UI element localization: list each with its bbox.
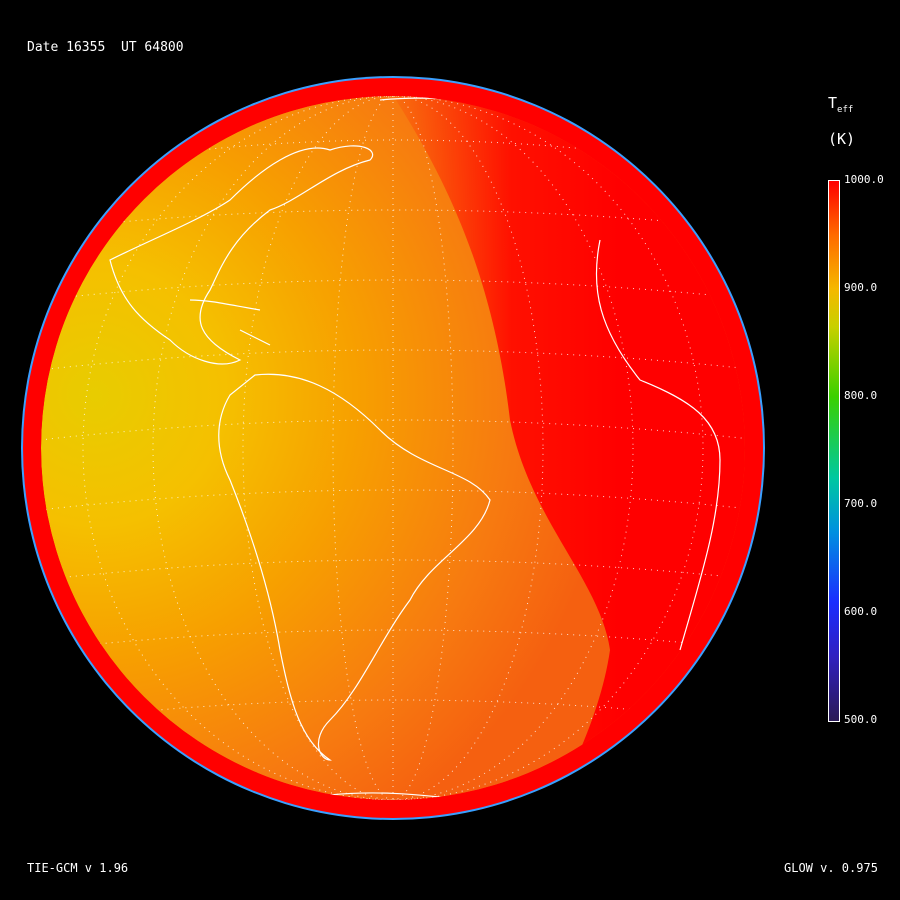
model-version-right: GLOW v. 0.975 [784,861,878,875]
date-ut-readout: Date 16355 UT 64800 [27,40,184,55]
colorbar-tick: 1000.0 [844,173,884,186]
date-value: 16355 [66,40,106,55]
variable-name: T [828,94,838,112]
coast-south-america [218,373,491,761]
colorbar-tick: 900.0 [844,281,878,294]
ut-value: 64800 [144,40,184,55]
ut-label: UT [120,40,137,55]
date-label: Date [27,40,59,55]
colorbar-tick: 800.0 [844,389,878,402]
model-version-left: TIE-GCM v 1.96 [27,861,129,875]
colorbar-tick: 600.0 [844,605,878,618]
colorbar [828,180,840,722]
colorbar-tick: 700.0 [844,497,878,510]
colorbar-units: (K) [828,130,856,148]
coast-north-america [109,145,374,365]
coast-caribbean [189,299,271,346]
variable-subscript: eff [837,105,854,115]
colorbar-title: Teff [828,94,853,115]
colorbar-tick: 500.0 [844,713,878,726]
